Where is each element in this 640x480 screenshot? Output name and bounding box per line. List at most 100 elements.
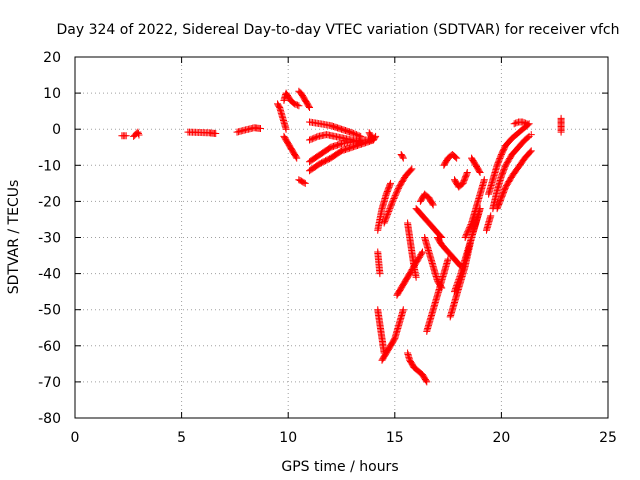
data-point: [311, 134, 319, 142]
data-point: [456, 273, 464, 281]
y-tick-label: -50: [38, 303, 61, 319]
data-point: [381, 218, 389, 226]
data-point: [310, 134, 318, 142]
data-point: [461, 234, 469, 241]
data-point: [451, 286, 459, 294]
data-point: [454, 279, 462, 287]
data-point: [387, 179, 395, 187]
x-tick-label: 0: [71, 430, 80, 446]
data-point: [293, 101, 301, 109]
data-point: [295, 102, 303, 110]
data-point: [453, 280, 461, 288]
data-point: [418, 249, 426, 257]
data-point: [212, 130, 220, 138]
data-point: [391, 192, 399, 200]
y-tick-label: -80: [38, 411, 61, 427]
x-tick-label: 10: [279, 430, 297, 446]
y-tick-label: 20: [43, 50, 61, 66]
data-points: [118, 87, 565, 386]
data-point: [389, 197, 397, 205]
data-point: [480, 176, 488, 184]
y-tick-label: -40: [38, 267, 61, 283]
data-point: [122, 132, 130, 140]
data-point: [384, 210, 392, 218]
data-point: [444, 255, 452, 263]
data-point: [510, 120, 518, 128]
data-point: [455, 276, 463, 284]
data-point: [382, 215, 390, 223]
data-point: [307, 135, 315, 143]
data-point: [134, 128, 142, 136]
data-point: [455, 274, 463, 282]
data-point: [388, 200, 396, 208]
data-point: [300, 179, 308, 187]
data-point: [293, 154, 301, 162]
x-tick-label: 20: [492, 430, 510, 446]
data-point: [467, 221, 475, 229]
data-point: [429, 201, 437, 209]
x-tick-label: 25: [599, 430, 617, 446]
data-point: [350, 129, 358, 137]
data-point: [512, 119, 520, 127]
data-point: [371, 134, 379, 142]
data-point: [385, 208, 393, 216]
data-point: [387, 202, 395, 210]
data-point: [392, 190, 400, 198]
data-point: [452, 153, 460, 161]
data-point: [393, 189, 401, 197]
data-point: [452, 285, 460, 293]
data-point: [453, 154, 461, 162]
data-point: [301, 179, 309, 187]
data-point: [464, 226, 472, 234]
data-point: [412, 273, 420, 281]
data-point: [352, 131, 360, 139]
y-tick-label: -30: [38, 231, 61, 247]
data-point: [292, 153, 300, 161]
data-point: [407, 166, 415, 174]
data-point: [134, 130, 142, 138]
data-point: [462, 232, 470, 240]
data-point: [282, 125, 290, 133]
data-point: [386, 181, 394, 189]
data-point: [386, 205, 394, 213]
data-point: [527, 131, 535, 139]
data-point: [306, 104, 314, 112]
data-point: [135, 131, 143, 139]
x-tick-label: 5: [177, 430, 186, 446]
data-point: [463, 170, 471, 178]
data-point: [399, 154, 407, 162]
data-point: [390, 195, 398, 203]
data-point: [313, 133, 321, 141]
data-point: [475, 167, 483, 175]
data-point: [463, 169, 471, 177]
y-axis-label: SDTVAR / TECUs: [6, 180, 22, 295]
data-point: [305, 102, 313, 110]
y-tick-label: -20: [38, 194, 61, 210]
data-point: [522, 119, 530, 127]
data-point: [376, 270, 384, 278]
data-point: [422, 377, 430, 385]
y-tick-label: 10: [43, 86, 61, 102]
data-point: [456, 271, 464, 279]
data-point: [306, 136, 314, 144]
data-point: [386, 203, 394, 211]
data-point: [389, 196, 397, 204]
data-point: [391, 193, 399, 201]
data-point: [381, 216, 389, 224]
data-point: [419, 248, 427, 256]
data-point: [291, 100, 299, 108]
y-tick-label: -70: [38, 375, 61, 391]
data-point: [384, 209, 392, 217]
data-point: [526, 148, 534, 156]
data-point: [527, 147, 535, 155]
data-point: [463, 229, 471, 237]
data-point: [399, 153, 407, 161]
data-point: [351, 130, 359, 138]
data-point: [372, 132, 380, 140]
data-point: [380, 219, 388, 227]
data-point: [399, 306, 407, 314]
data-point: [453, 282, 461, 290]
data-point: [385, 206, 393, 214]
data-point: [513, 119, 521, 127]
